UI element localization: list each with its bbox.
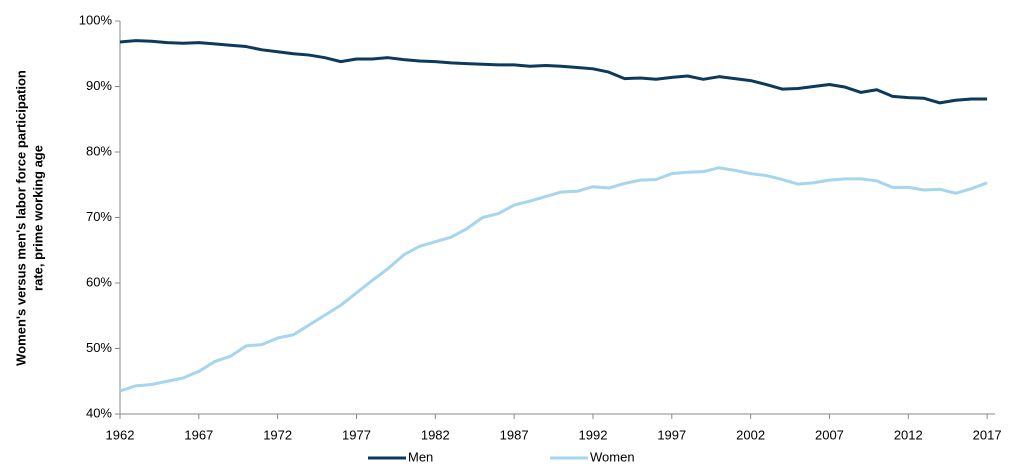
x-tick-label: 1987 (500, 427, 529, 442)
x-tick-label: 1962 (106, 427, 135, 442)
y-axis-label: Women's versus men's labor force partici… (13, 70, 28, 366)
legend-label: Men (408, 449, 433, 464)
x-tick-label: 1982 (421, 427, 450, 442)
y-tick-label: 60% (86, 274, 112, 289)
y-tick-label: 40% (86, 405, 112, 420)
x-tick-label: 2012 (894, 427, 923, 442)
y-tick-label: 90% (86, 78, 112, 93)
x-tick-label: 1992 (579, 427, 608, 442)
line-series (119, 166, 988, 393)
x-tick-label: 1972 (263, 427, 292, 442)
legend-label: Women (590, 449, 635, 464)
x-tick-label: 1997 (657, 427, 686, 442)
y-tick-label: 100% (79, 12, 113, 27)
x-tick-label: 2002 (736, 427, 765, 442)
y-axis-label: rate, prime working age (30, 145, 45, 291)
y-tick-label: 80% (86, 143, 112, 158)
x-tick-label: 1967 (184, 427, 213, 442)
x-tick-label: 2007 (815, 427, 844, 442)
y-tick-label: 50% (86, 340, 112, 355)
x-tick-label: 1977 (342, 427, 371, 442)
x-tick-label: 2017 (973, 427, 1002, 442)
line-series (119, 39, 988, 105)
y-tick-label: 70% (86, 209, 112, 224)
